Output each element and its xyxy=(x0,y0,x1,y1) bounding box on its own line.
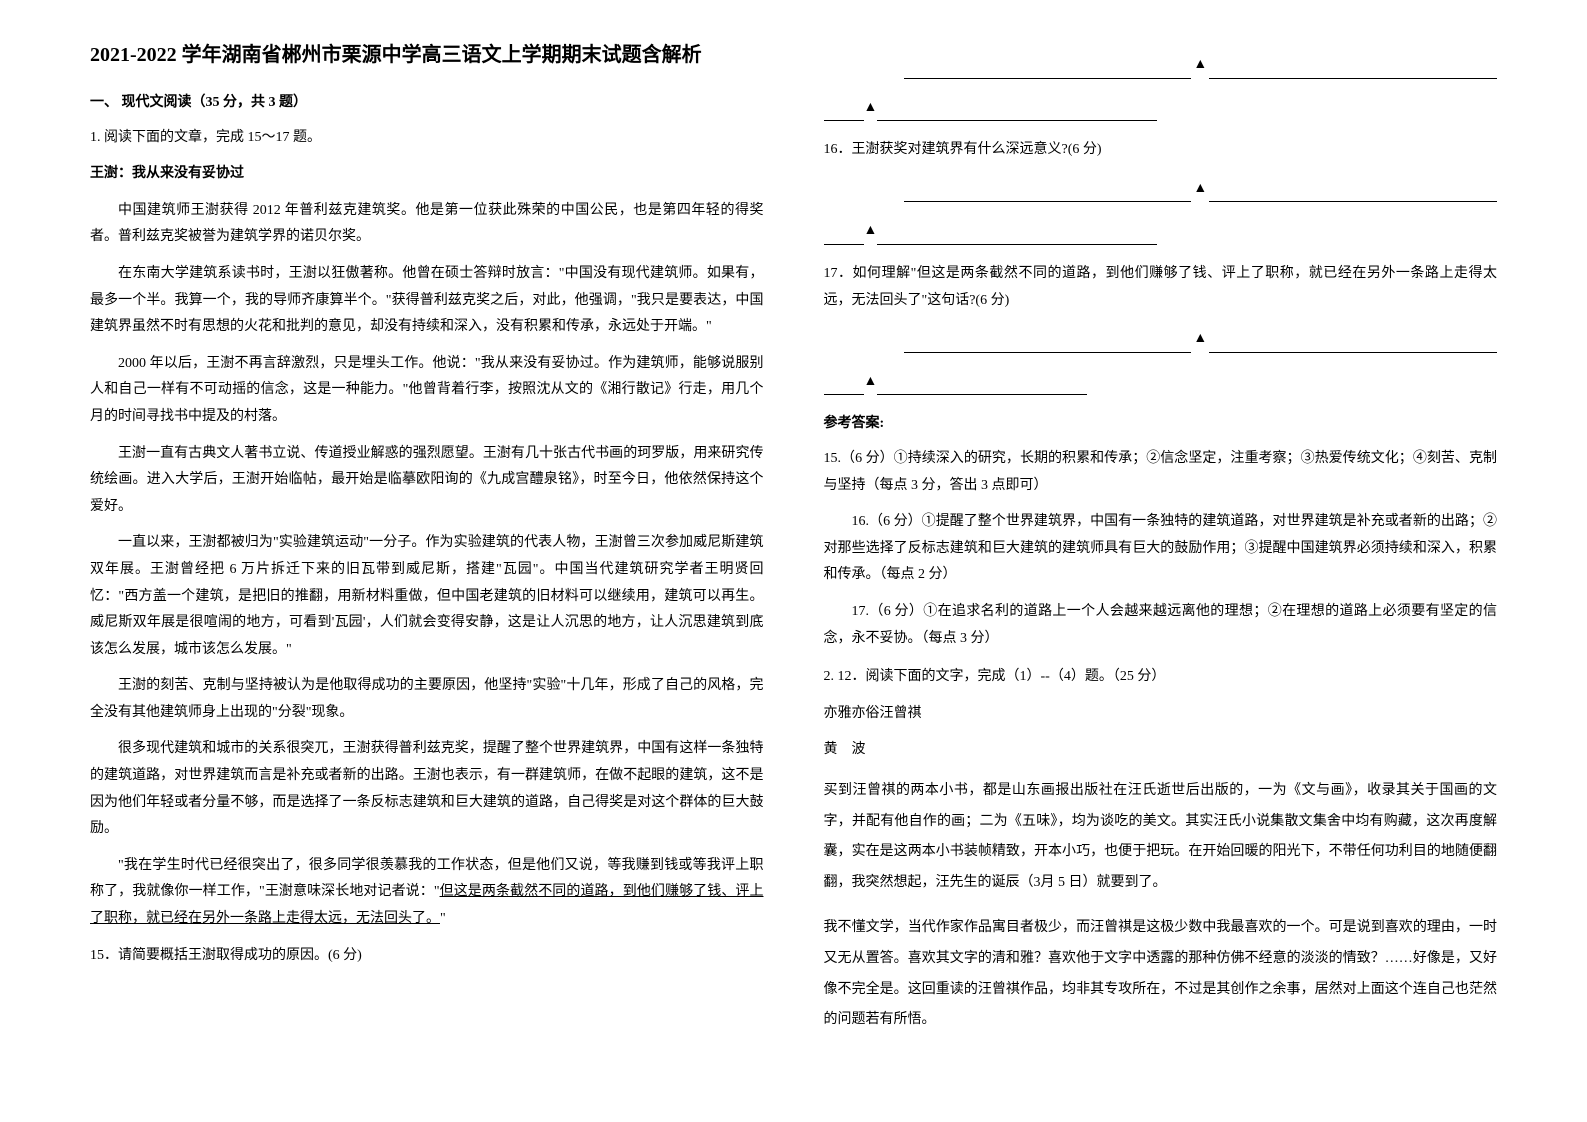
answer-key-heading: 参考答案: xyxy=(824,411,1498,438)
paragraph-4: 王澍一直有古典文人著书立说、传道授业解惑的强烈愿望。王澍有几十张古代书画的珂罗版… xyxy=(90,441,764,521)
triangle-icon: ▲ xyxy=(864,95,878,122)
triangle-icon: ▲ xyxy=(864,369,878,396)
paragraph-2: 在东南大学建筑系读书时，王澍以狂傲著称。他曾在硕士答辩时放言："中国没有现代建筑… xyxy=(90,261,764,341)
answer-15: 15.（6 分）①持续深入的研究，长期的积累和传承；②信念坚定，注重考察；③热爱… xyxy=(824,446,1498,499)
right-column: ▲ ▲ 16．王澍获奖对建筑界有什么深远意义?(6 分) ▲ ▲ 17．如何理解… xyxy=(794,40,1528,1082)
paragraph-6: 王澍的刻苦、克制与坚持被认为是他取得成功的主要原因，他坚持"实验"十几年，形成了… xyxy=(90,673,764,726)
triangle-icon: ▲ xyxy=(864,218,878,245)
question-15: 15．请简要概括王澍取得成功的原因。(6 分) xyxy=(90,943,764,970)
doc-title: 2021-2022 学年湖南省郴州市栗源中学高三语文上学期期末试题含解析 xyxy=(90,40,764,70)
question-1-instruction: 1. 阅读下面的文章，完成 15～17 题。 xyxy=(90,125,764,152)
section-1-heading: 一、 现代文阅读（35 分，共 3 题） xyxy=(90,90,764,117)
blank-line-segment xyxy=(904,188,1192,202)
paragraph-8: "我在学生时代已经很突出了，很多同学很羡慕我的工作状态，但是他们又说，等我赚到钱… xyxy=(90,853,764,933)
blank-line-segment xyxy=(1209,339,1497,353)
blank-line-segment xyxy=(1209,65,1497,79)
article-2-paragraph-1: 买到汪曾祺的两本小书，都是山东画报出版社在汪氏逝世后出版的，一为《文与画》，收录… xyxy=(824,776,1498,899)
blank-line-segment xyxy=(824,231,864,245)
blank-line-segment xyxy=(877,231,1157,245)
answer-17: 17.（6 分）①在追求名利的道路上一个人会越来越远离他的理想；②在理想的道路上… xyxy=(824,599,1498,652)
question-17: 17．如何理解"但这是两条截然不同的道路，到他们赚够了钱、评上了职称，就已经在另… xyxy=(824,261,1498,314)
blank-line-segment xyxy=(904,339,1192,353)
left-column: 2021-2022 学年湖南省郴州市栗源中学高三语文上学期期末试题含解析 一、 … xyxy=(60,40,794,1082)
blank-line-segment xyxy=(877,381,1087,395)
article-2-paragraph-2: 我不懂文学，当代作家作品寓目者极少，而汪曾祺是这极少数中我最喜欢的一个。可是说到… xyxy=(824,913,1498,1036)
blank-line-segment xyxy=(1209,188,1497,202)
blank-line-segment xyxy=(877,107,1157,121)
article-1-title: 王澍：我从来没有妥协过 xyxy=(90,161,764,188)
answer-blank-q15: ▲ xyxy=(824,52,1498,79)
triangle-icon: ▲ xyxy=(1193,176,1207,203)
triangle-icon: ▲ xyxy=(1193,326,1207,353)
blank-line-segment xyxy=(904,65,1192,79)
triangle-icon: ▲ xyxy=(1193,52,1207,79)
answer-blank-q17: ▲ xyxy=(824,326,1498,353)
paragraph-3: 2000 年以后，王澍不再言辞激烈，只是埋头工作。他说："我从来没有妥协过。作为… xyxy=(90,351,764,431)
paragraph-7: 很多现代建筑和城市的关系很突兀，王澍获得普利兹克奖，提醒了整个世界建筑界，中国有… xyxy=(90,736,764,842)
question-16: 16．王澍获奖对建筑界有什么深远意义?(6 分) xyxy=(824,137,1498,164)
answer-16: 16.（6 分）①提醒了整个世界建筑界，中国有一条独特的建筑道路，对世界建筑是补… xyxy=(824,509,1498,589)
paragraph-1: 中国建筑师王澍获得 2012 年普利兹克建筑奖。他是第一位获此殊荣的中国公民，也… xyxy=(90,198,764,251)
question-2-instruction: 2. 12．阅读下面的文字，完成（1）--（4）题。（25 分） xyxy=(824,664,1498,691)
paragraph-5: 一直以来，王澍都被归为"实验建筑运动"一分子。作为实验建筑的代表人物，王澍曾三次… xyxy=(90,530,764,663)
answer-blank-q16-row2: ▲ xyxy=(824,218,1498,245)
answer-blank-q16: ▲ xyxy=(824,176,1498,203)
blank-line-segment xyxy=(824,107,864,121)
article-2-title: 亦雅亦俗汪曾祺 xyxy=(824,701,1498,728)
answer-blank-q17-row2: ▲ xyxy=(824,369,1498,396)
paragraph-8-end: " xyxy=(440,911,446,926)
answer-blank-q15-row2: ▲ xyxy=(824,95,1498,122)
article-2-author: 黄 波 xyxy=(824,737,1498,764)
blank-line-segment xyxy=(824,381,864,395)
